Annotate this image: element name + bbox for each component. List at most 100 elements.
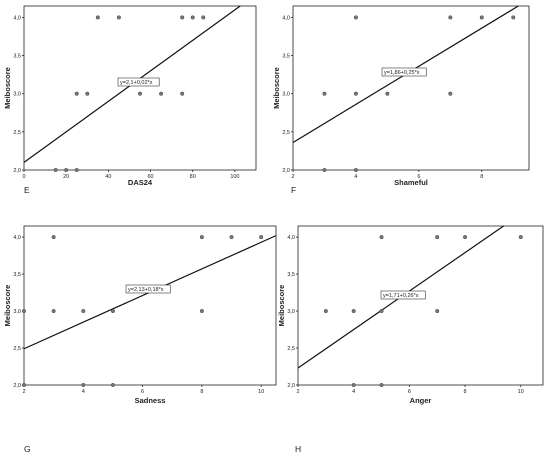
y-tick-label: 3,0 <box>13 309 21 315</box>
data-point <box>180 15 185 20</box>
x-tick-label: 20 <box>63 174 69 180</box>
x-tick-label: 6 <box>417 174 420 180</box>
data-point <box>64 167 69 172</box>
equation-box <box>117 77 160 87</box>
x-tick-label: 4 <box>82 389 85 395</box>
data-point <box>448 91 453 96</box>
equation-label: y=2,1+0,02*x <box>117 77 160 87</box>
data-point <box>51 309 56 314</box>
x-tick-label: 2 <box>291 174 294 180</box>
data-point <box>479 15 484 20</box>
data-point <box>137 91 142 96</box>
x-tick-label: 80 <box>190 174 196 180</box>
data-point <box>353 15 358 20</box>
data-point <box>435 235 440 240</box>
x-tick-label: 0 <box>22 174 25 180</box>
panel-letter: F <box>291 185 296 195</box>
y-tick-label: 3,0 <box>13 92 21 98</box>
y-tick-label: 2,5 <box>13 346 21 352</box>
x-tick-label: 8 <box>464 389 467 395</box>
y-axis-title: Meiboscore <box>277 285 286 327</box>
data-point <box>353 91 358 96</box>
y-tick-label: 3,5 <box>287 272 295 278</box>
y-tick-label: 3,0 <box>287 309 295 315</box>
data-point <box>190 15 195 20</box>
data-point <box>435 309 440 314</box>
equation-box <box>381 67 427 77</box>
x-tick-label: 2 <box>296 389 299 395</box>
equation-text: y=1,86+0,25*x <box>384 70 420 76</box>
y-tick-label: 2,5 <box>13 130 21 136</box>
data-point <box>351 309 356 314</box>
plot-frame <box>297 225 544 386</box>
data-point <box>379 235 384 240</box>
data-point <box>351 383 356 388</box>
y-tick-label: 3,5 <box>282 54 290 60</box>
equation-label: y=1,71+0,26*x <box>380 290 426 300</box>
data-point <box>22 309 27 314</box>
x-tick-label: 4 <box>354 174 357 180</box>
y-tick-label: 2,0 <box>282 168 290 174</box>
data-point <box>53 167 58 172</box>
y-tick-label: 3,5 <box>13 54 21 60</box>
data-point <box>322 91 327 96</box>
data-point <box>95 15 100 20</box>
x-axis-title: Anger <box>410 396 432 405</box>
equation-label: y=2,13+0,18*x <box>125 284 171 294</box>
data-point <box>110 383 115 388</box>
equation-text: y=1,71+0,26*x <box>383 293 419 299</box>
y-tick-label: 3,5 <box>13 272 21 278</box>
x-tick-label: 8 <box>480 174 483 180</box>
plot-frame <box>23 5 257 171</box>
data-point <box>199 309 204 314</box>
y-tick-label: 2,0 <box>13 383 21 389</box>
x-tick-label: 100 <box>230 174 239 180</box>
y-tick-label: 2,0 <box>287 383 295 389</box>
y-tick-label: 2,0 <box>13 168 21 174</box>
panel-h: 2,0 2,5 3,0 3,5 4,0 2 4 6 8 10 Anger Meiboscore y=1,… <box>277 225 544 454</box>
data-point <box>116 15 121 20</box>
data-point <box>353 167 358 172</box>
x-tick-label: 2 <box>22 389 25 395</box>
plot-frame <box>23 225 277 386</box>
data-point <box>518 235 523 240</box>
data-point <box>322 167 327 172</box>
x-tick-label: 4 <box>352 389 355 395</box>
x-axis-title: DAS24 <box>128 178 153 187</box>
x-tick-label: 6 <box>141 389 144 395</box>
equation-box <box>380 290 426 300</box>
data-point <box>74 167 79 172</box>
panel-f: 2,0 2,5 3,0 3,5 4,0 2 4 6 8 Shameful Meiboscore y=1… <box>272 5 530 195</box>
panel-letter: G <box>24 444 31 454</box>
equation-text: y=2,1+0,02*x <box>120 80 153 86</box>
y-tick-label: 4,0 <box>287 235 295 241</box>
data-point <box>74 91 79 96</box>
x-tick-label: 10 <box>258 389 264 395</box>
y-tick-label: 4,0 <box>282 15 290 21</box>
data-point <box>159 91 164 96</box>
data-point <box>229 235 234 240</box>
data-point <box>201 15 206 20</box>
y-tick-label: 2,5 <box>287 346 295 352</box>
y-tick-label: 2,5 <box>282 130 290 136</box>
x-tick-label: 40 <box>105 174 111 180</box>
panel-letter: H <box>295 444 301 454</box>
plot-frame <box>292 5 530 171</box>
panel-letter: E <box>24 185 30 195</box>
data-point <box>379 383 384 388</box>
y-tick-label: 4,0 <box>13 15 21 21</box>
data-point <box>51 235 56 240</box>
y-axis-title: Meiboscore <box>3 285 12 327</box>
data-point <box>81 383 86 388</box>
equation-box <box>125 284 171 294</box>
data-point <box>379 309 384 314</box>
data-point <box>180 91 185 96</box>
x-tick-label: 6 <box>408 389 411 395</box>
x-tick-label: 8 <box>200 389 203 395</box>
panel-g: 2,0 2,5 3,0 3,5 4,0 2 4 6 8 10 Sadness Meiboscore y=… <box>3 225 277 454</box>
x-axis-title: Shameful <box>394 178 428 187</box>
data-point <box>448 15 453 20</box>
y-tick-label: 3,0 <box>282 92 290 98</box>
data-point <box>463 235 468 240</box>
